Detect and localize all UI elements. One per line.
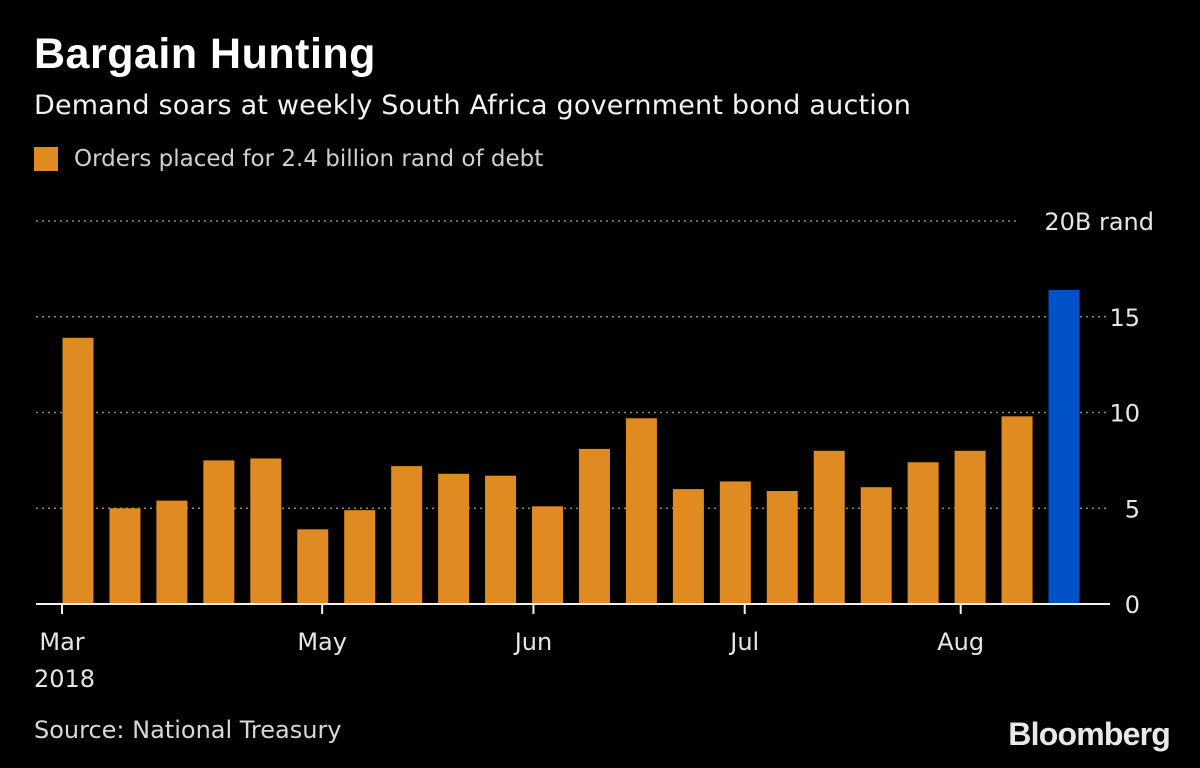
bar bbox=[954, 450, 986, 604]
bar bbox=[578, 448, 610, 604]
bar bbox=[766, 491, 798, 604]
y-tick-label: 15 bbox=[1109, 304, 1140, 332]
bar bbox=[813, 450, 845, 604]
bar bbox=[719, 481, 751, 604]
bar-highlight bbox=[1048, 289, 1080, 604]
bar bbox=[1001, 416, 1033, 604]
bar bbox=[203, 460, 235, 604]
x-tick-label: May bbox=[297, 628, 347, 656]
x-tick-label: Jun bbox=[513, 628, 553, 656]
legend-swatch bbox=[34, 147, 58, 171]
bar bbox=[860, 487, 892, 604]
source-note: Source: National Treasury bbox=[34, 716, 342, 744]
bar bbox=[625, 418, 657, 604]
chart-title: Bargain Hunting bbox=[34, 30, 376, 78]
x-tick-label: Mar bbox=[39, 628, 84, 656]
bar bbox=[438, 473, 470, 604]
x-year-label: 2018 bbox=[34, 665, 95, 693]
bar bbox=[391, 466, 423, 604]
x-tick-label: Aug bbox=[937, 628, 984, 656]
bar bbox=[907, 462, 939, 604]
bar bbox=[156, 500, 188, 604]
x-tick-label: Jul bbox=[728, 628, 759, 656]
chart-subtitle: Demand soars at weekly South Africa gove… bbox=[34, 90, 912, 121]
bar bbox=[62, 337, 94, 604]
bar bbox=[532, 506, 564, 604]
bar bbox=[344, 510, 376, 604]
bar bbox=[672, 489, 704, 604]
y-tick-label: 0 bbox=[1125, 591, 1140, 619]
bar bbox=[485, 475, 517, 604]
legend-label: Orders placed for 2.4 billion rand of de… bbox=[74, 146, 544, 172]
y-tick-label: 10 bbox=[1109, 400, 1140, 428]
bar bbox=[250, 458, 282, 604]
bar bbox=[297, 529, 329, 604]
y-tick-label: 20B rand bbox=[1044, 208, 1154, 236]
y-tick-label: 5 bbox=[1125, 495, 1140, 523]
bloomberg-logo: Bloomberg bbox=[1008, 716, 1171, 752]
bar bbox=[109, 508, 141, 604]
legend: Orders placed for 2.4 billion rand of de… bbox=[34, 146, 543, 172]
